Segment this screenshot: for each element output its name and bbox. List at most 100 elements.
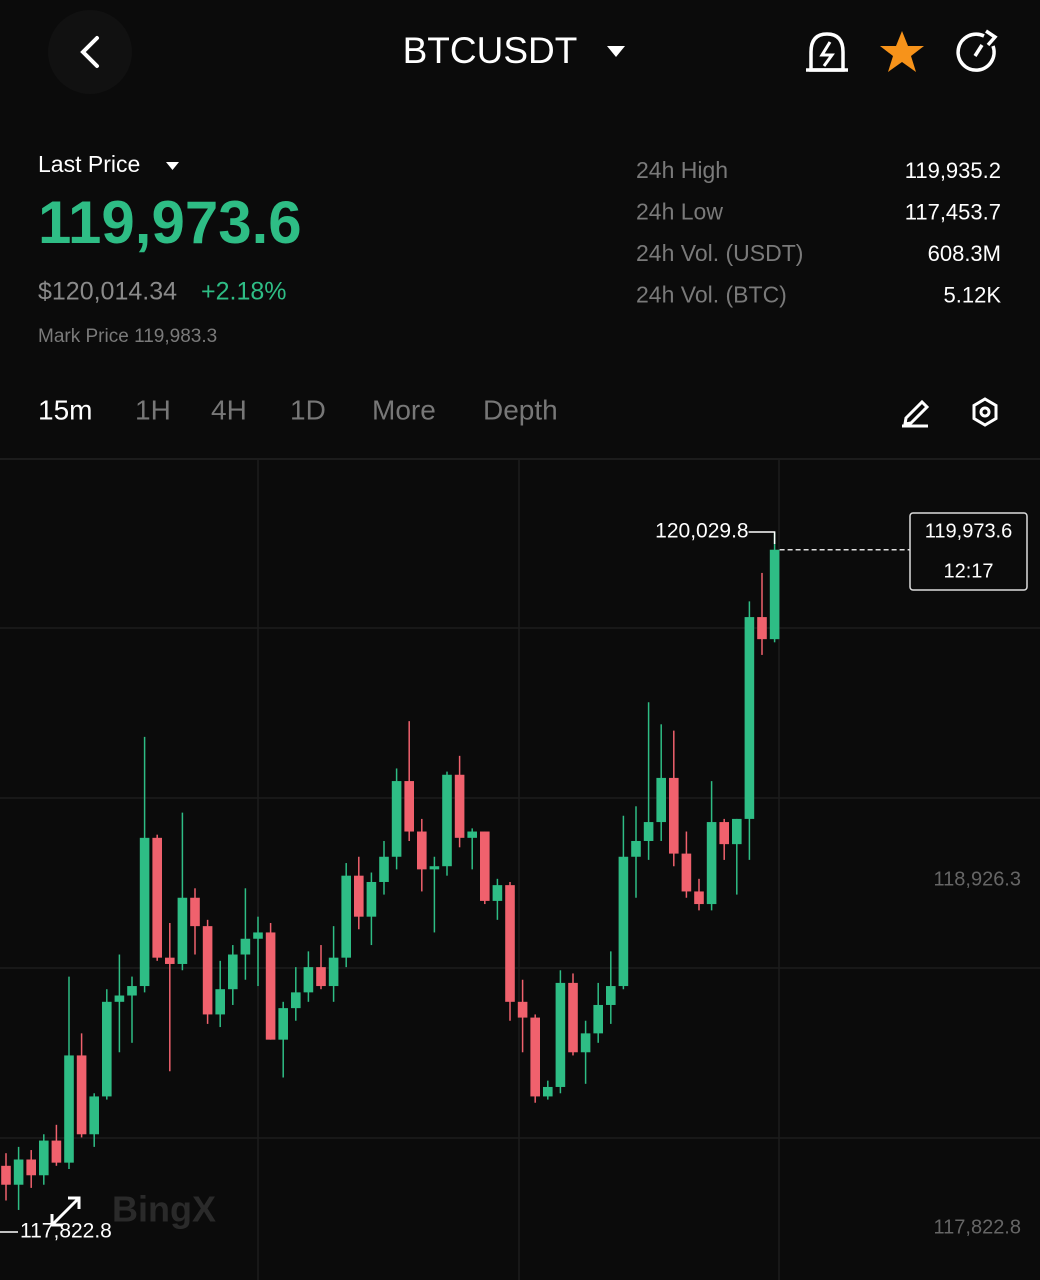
interval-tab[interactable]: More bbox=[372, 394, 436, 425]
candle-body bbox=[593, 1004, 603, 1034]
candle-body bbox=[265, 932, 276, 1040]
interval-tab[interactable]: 15m bbox=[38, 394, 92, 425]
candle-body bbox=[152, 837, 162, 958]
symbol-title[interactable]: BTCUSDT bbox=[403, 30, 578, 71]
candle-body bbox=[681, 853, 692, 892]
candle-body bbox=[391, 781, 402, 857]
candle-body bbox=[190, 897, 200, 927]
candle-body bbox=[341, 875, 351, 958]
back-button[interactable] bbox=[48, 10, 132, 94]
candle-body bbox=[631, 840, 641, 857]
mark-price: Mark Price 119,983.3 bbox=[38, 326, 217, 347]
candle-body bbox=[492, 885, 503, 901]
last-price-label[interactable]: Last Price bbox=[38, 151, 140, 177]
candle-body bbox=[127, 986, 137, 996]
candle-body bbox=[39, 1140, 49, 1176]
watermark: BingX bbox=[112, 1189, 216, 1230]
candle-body bbox=[64, 1055, 74, 1163]
draw-tool[interactable] bbox=[902, 399, 930, 428]
candle-body bbox=[568, 982, 578, 1053]
candle-body bbox=[505, 885, 515, 1002]
candle-body bbox=[354, 875, 364, 917]
last-price-caret[interactable] bbox=[166, 162, 179, 170]
candle-body bbox=[303, 967, 314, 993]
candle-body bbox=[606, 986, 616, 1005]
y-tick-label: 118,926.3 bbox=[934, 868, 1022, 890]
candle-body bbox=[202, 926, 213, 1015]
symbol-caret[interactable] bbox=[607, 46, 625, 57]
candle-body bbox=[253, 932, 263, 939]
interval-tab[interactable]: 4H bbox=[211, 394, 247, 425]
candle-body bbox=[429, 866, 440, 870]
candle-body bbox=[26, 1159, 36, 1176]
last-price: 119,973.6 bbox=[38, 189, 302, 256]
last-price-label: 119,973.6 bbox=[925, 520, 1013, 542]
candle-body bbox=[555, 982, 566, 1087]
high-marker-label: 120,029.8 bbox=[655, 520, 748, 543]
candle-body bbox=[316, 967, 326, 987]
y-tick-label: 117,822.8 bbox=[934, 1216, 1022, 1238]
expand-icon[interactable] bbox=[50, 1196, 81, 1227]
last-price-box bbox=[909, 512, 1028, 591]
stat-label: 24h Vol. (USDT) bbox=[636, 240, 803, 266]
candle-body bbox=[379, 856, 389, 882]
candle-body bbox=[517, 1001, 528, 1018]
candle-body bbox=[580, 1033, 591, 1053]
candle-body bbox=[366, 881, 377, 917]
candle-body bbox=[89, 1096, 99, 1135]
candle-body bbox=[76, 1055, 87, 1135]
candle-body bbox=[215, 989, 225, 1015]
stat-label: 24h Vol. (BTC) bbox=[636, 282, 787, 308]
stat-value: 608.3M bbox=[928, 241, 1001, 266]
candle-body bbox=[530, 1017, 540, 1097]
candle-body bbox=[442, 774, 452, 867]
candle-body bbox=[165, 957, 175, 964]
interval-tab[interactable]: 1D bbox=[290, 394, 326, 425]
favorite-star[interactable] bbox=[880, 31, 924, 72]
alert-icon[interactable] bbox=[806, 32, 848, 72]
candle-body bbox=[278, 1008, 288, 1040]
candle-body bbox=[480, 831, 490, 901]
candle-body bbox=[102, 1001, 112, 1097]
candle-body bbox=[706, 822, 717, 905]
candle-body bbox=[769, 549, 780, 640]
candle-body bbox=[404, 781, 414, 832]
candle-body bbox=[139, 837, 150, 987]
candle-body bbox=[618, 856, 629, 987]
candle-body bbox=[744, 617, 755, 819]
stat-value: 117,453.7 bbox=[905, 199, 1001, 224]
candle-body bbox=[177, 897, 188, 964]
candle-body bbox=[757, 617, 767, 640]
candle-body bbox=[669, 777, 679, 854]
interval-tab[interactable]: 1H bbox=[135, 394, 171, 425]
back-icon bbox=[80, 36, 99, 68]
countdown: 12:17 bbox=[943, 560, 993, 582]
candle-body bbox=[13, 1159, 24, 1185]
refresh-icon[interactable] bbox=[956, 29, 998, 72]
candle-body bbox=[454, 774, 465, 838]
interval-tab[interactable]: Depth bbox=[483, 394, 558, 425]
stat-label: 24h Low bbox=[636, 199, 723, 225]
candle-body bbox=[1, 1165, 11, 1185]
stat-label: 24h High bbox=[636, 157, 728, 183]
candle-body bbox=[656, 777, 666, 823]
candle-body bbox=[467, 831, 477, 838]
candle-body bbox=[291, 992, 301, 1009]
stat-value: 119,935.2 bbox=[905, 158, 1001, 183]
candle-body bbox=[732, 818, 742, 845]
low-marker-label: 117,822.8 bbox=[20, 1220, 112, 1243]
high-marker-line bbox=[748, 531, 776, 544]
candle-body bbox=[694, 891, 704, 905]
stat-value: 5.12K bbox=[944, 282, 1002, 307]
candle-body bbox=[543, 1086, 553, 1097]
candle-body bbox=[328, 957, 339, 987]
usd-price: $120,014.34 bbox=[38, 278, 177, 306]
candle-body bbox=[240, 938, 251, 955]
candle-body bbox=[643, 822, 654, 841]
candle-body bbox=[51, 1140, 62, 1163]
candle-body bbox=[114, 995, 125, 1002]
candle-body bbox=[228, 954, 238, 990]
settings-icon[interactable] bbox=[972, 397, 998, 427]
